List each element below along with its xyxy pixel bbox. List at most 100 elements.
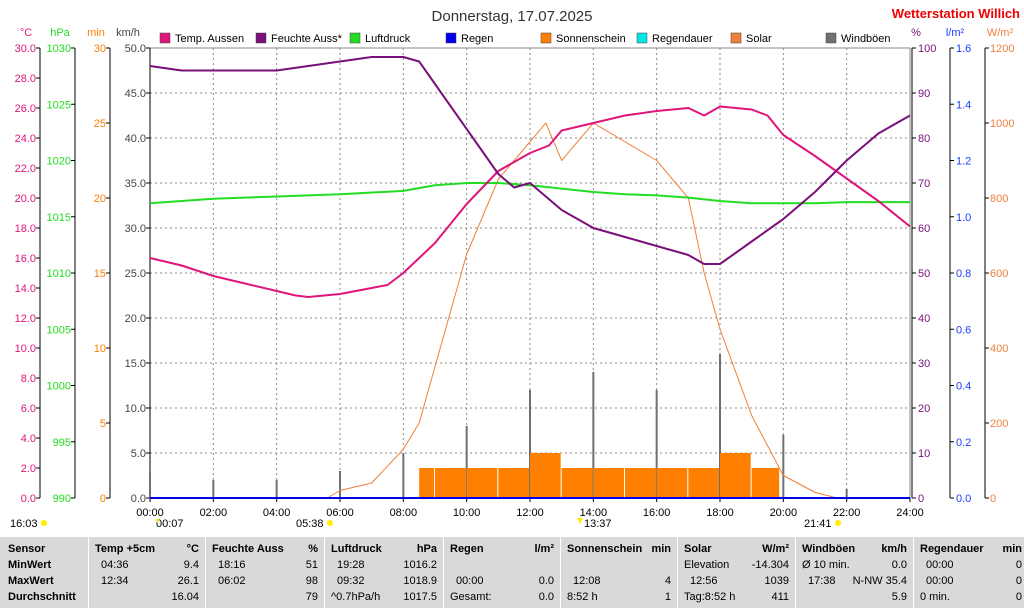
y-tick-solar: 800 — [990, 193, 1008, 205]
legend-swatch — [540, 32, 552, 44]
stats-solar-max-value: 1039 — [764, 575, 789, 587]
legend-label: Temp. Aussen — [175, 33, 244, 45]
sun-times: 16:03 00:07 05:38 13:37 21:41 — [10, 518, 841, 530]
sonnenschein-bar — [419, 468, 434, 498]
y-tick-rain: 0.6 — [956, 324, 971, 336]
stats-pressure-min-value: 1016.2 — [403, 559, 437, 571]
legend: Temp. Aussen Feuchte Auss* Luftdruck Regen S… — [159, 32, 891, 45]
sonnenschein-bar — [720, 453, 751, 498]
legend-label: Solar — [746, 33, 772, 45]
station-name: Wetterstation Willich — [892, 6, 1020, 21]
legend-label: Windböen — [841, 33, 891, 45]
y-axes: 30.0 28.0 26.0 24.0 22.0 20.0 18.0 16.0 14.0 12.0… — [15, 43, 1015, 505]
stats-wind-avg: 5.9 — [891, 591, 907, 603]
sonnenschein-bar — [656, 468, 688, 498]
statistics-table: Sensor MinWert MaxWert Durchschnitt Temp… — [0, 537, 1024, 608]
x-axis: 00:00 02:00 04:00 06:00 08:00 10:00 12:00 14:00… — [136, 498, 924, 519]
y-tick-pressure: 1005 — [47, 324, 71, 336]
y-tick-rain: 0.2 — [956, 437, 971, 449]
stats-wind-header: Windböen — [802, 543, 856, 555]
stats-pressure-max-time: 09:32 — [337, 575, 365, 587]
y-tick-rain: 0.8 — [956, 268, 971, 280]
unit-temp: °C — [20, 27, 32, 39]
stats-rain: Regen l/m² 00:00 0.0 Gesamt: 0.0 — [443, 537, 560, 608]
y-tick-temp: 20.0 — [15, 193, 36, 205]
stats-rain-total-label: Gesamt: — [450, 591, 492, 603]
y-tick-temp: 8.0 — [21, 373, 36, 385]
y-tick-humidity: 60 — [918, 223, 930, 235]
stats-wind-max-value: N-NW 35.4 — [852, 575, 907, 587]
stats-wind-avg10-label: Ø 10 min. — [802, 559, 850, 571]
stats-temp-avg: 16.04 — [171, 591, 199, 603]
stats-humidity-unit: % — [308, 543, 318, 555]
stats-rain-duration-total-label: 0 min. — [920, 591, 950, 603]
series-temp-aussen — [149, 105, 911, 298]
x-tick-label: 14:00 — [580, 507, 608, 519]
legend-swatch — [636, 32, 648, 44]
stats-temp: Temp +5cm °C 04:36 9.4 12:34 26.1 16.04 — [88, 537, 205, 608]
y-tick-temp: 12.0 — [15, 313, 36, 325]
stats-humidity-max-value: 98 — [305, 575, 318, 587]
stats-temp-min-time: 04:36 — [101, 559, 129, 571]
stats-pressure: Luftdruck hPa 19:28 1016.2 09:32 1018.9 … — [324, 537, 443, 608]
x-tick-label: 08:00 — [390, 507, 418, 519]
y-tick-wind: 45.0 — [125, 88, 146, 100]
stats-rain-duration-min-value: 0 — [1015, 559, 1022, 571]
y-tick-humidity: 50 — [918, 268, 930, 280]
y-tick-temp: 18.0 — [15, 223, 36, 235]
y-tick-min: 15 — [94, 268, 106, 280]
stats-humidity-min-time: 18:16 — [218, 559, 246, 571]
legend-label: Luftdruck — [365, 33, 411, 45]
x-tick-label: 18:00 — [706, 507, 734, 519]
x-tick-label: 06:00 — [326, 507, 354, 519]
moon-icon — [41, 520, 47, 526]
stats-solar-day-label: Tag:8:52 h — [684, 591, 736, 603]
sonnenschein-bar — [466, 468, 498, 498]
unit-solar: W/m² — [987, 27, 1014, 39]
stats-rain-total: 0.0 — [538, 591, 554, 603]
y-tick-pressure: 1025 — [47, 99, 71, 111]
sunset-time-label: 21:41 — [804, 518, 832, 530]
stats-wind-unit: km/h — [881, 543, 907, 555]
x-tick-label: 16:00 — [643, 507, 671, 519]
stats-temp-header: Temp +5cm — [95, 543, 156, 555]
series-sonnenschein — [419, 453, 780, 498]
sunset-icon — [835, 520, 841, 526]
stats-solar: Solar W/m² Elevation -14.304 12:56 1039 … — [677, 537, 795, 608]
y-tick-pressure: 1020 — [47, 156, 71, 168]
unit-min: min — [87, 27, 105, 39]
y-tick-rain: 1.6 — [956, 43, 971, 55]
stats-pressure-trend: ^0.7hPa/h — [331, 591, 381, 603]
y-tick-wind: 25.0 — [125, 268, 146, 280]
y-tick-solar: 200 — [990, 418, 1008, 430]
y-tick-pressure: 1000 — [47, 381, 71, 393]
y-tick-min: 30 — [94, 43, 106, 55]
legend-swatch — [730, 32, 742, 44]
y-tick-wind: 5.0 — [131, 448, 146, 460]
stats-rain-duration: Regendauer min 00:00 0 00:00 0 0 min. 0 — [913, 537, 1024, 608]
stats-rain-header: Regen — [450, 543, 484, 555]
y-tick-pressure: 1010 — [47, 268, 71, 280]
stats-humidity-avg: 79 — [305, 591, 318, 603]
stats-wind-max-time: 17:38 — [808, 575, 836, 587]
stats-humidity-header: Feuchte Auss — [212, 543, 284, 555]
row-label-min: MinWert — [8, 559, 52, 571]
stats-temp-max-time: 12:34 — [101, 575, 129, 587]
stats-solar-elevation: -14.304 — [751, 559, 789, 571]
sonnenschein-bar — [625, 468, 656, 498]
y-tick-humidity: 40 — [918, 313, 930, 325]
legend-label: Sonnenschein — [556, 33, 626, 45]
series-marks — [149, 56, 911, 499]
stats-humidity-max-time: 06:02 — [218, 575, 246, 587]
y-tick-min: 5 — [100, 418, 106, 430]
y-tick-min: 0 — [100, 493, 106, 505]
legend-swatch — [159, 32, 171, 44]
stats-solar-unit: W/m² — [762, 543, 789, 555]
y-tick-humidity: 30 — [918, 358, 930, 370]
stats-sunshine-unit: min — [651, 543, 671, 555]
x-tick-label: 00:00 — [136, 507, 164, 519]
noon-icon — [577, 518, 583, 524]
y-tick-wind: 50.0 — [125, 43, 146, 55]
y-tick-humidity: 70 — [918, 178, 930, 190]
stats-rain-duration-total: 0 — [1015, 591, 1022, 603]
